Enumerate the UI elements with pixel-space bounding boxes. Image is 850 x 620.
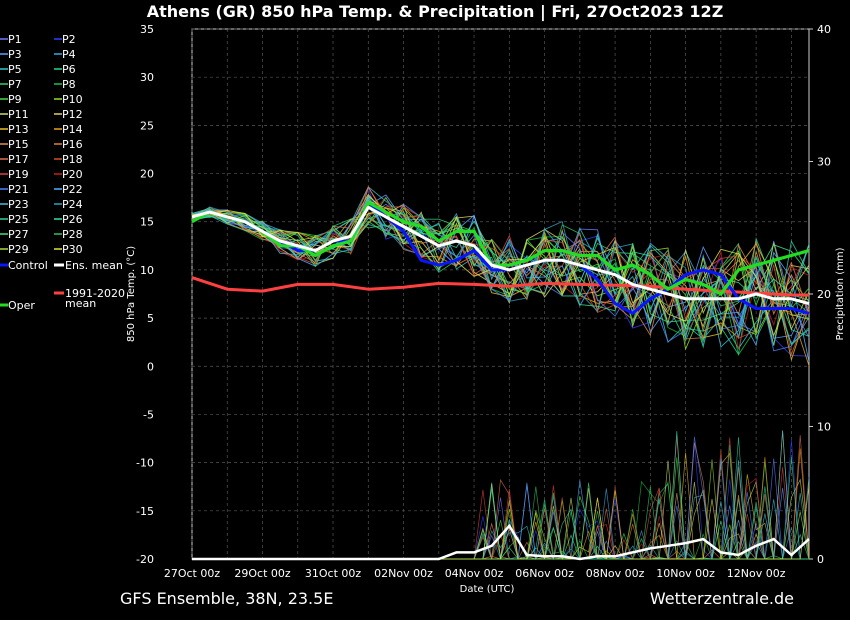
y-tick-label: -20 [136, 553, 154, 566]
member-line-p25 [191, 204, 810, 346]
member-line-p11 [191, 195, 810, 331]
climate-mean-line [191, 276, 809, 297]
y-tick-label: 10 [140, 264, 154, 277]
legend-label-p20: P20 [62, 168, 83, 181]
legend-label-p6: P6 [62, 63, 76, 76]
legend-label-p1: P1 [8, 33, 22, 46]
y2-axis-label: Precipitation (mm) [835, 247, 846, 340]
legend-label-p3: P3 [8, 48, 22, 61]
x-tick-label: 06Nov 00z [515, 567, 574, 580]
legend-label-control: Control [8, 259, 48, 272]
y2-tick-label: 30 [817, 156, 831, 169]
x-tick-label: 08Nov 00z [586, 567, 645, 580]
legend-label-p24: P24 [62, 198, 83, 211]
y-tick-label: 30 [140, 71, 154, 84]
legend-label-p16: P16 [62, 138, 83, 151]
x-tick-label: 04Nov 00z [445, 567, 504, 580]
y-tick-label: 0 [147, 360, 154, 373]
legend-label-p30: P30 [62, 243, 83, 256]
main-series [191, 200, 810, 315]
legend-label-p8: P8 [62, 78, 76, 91]
y2-tick-label: 10 [817, 421, 831, 434]
legend-label-p19: P19 [8, 168, 29, 181]
y-axis-label: 850 hPa Temp. (°C) [126, 246, 137, 342]
precip-ens-mean-line [192, 523, 810, 561]
legend-label-p18: P18 [62, 153, 83, 166]
legend-label-climate-1: 1991-2020 [65, 287, 125, 300]
x-tick-label: 29Oct 00z [234, 567, 291, 580]
x-tick-label: 31Oct 00z [305, 567, 362, 580]
legend-label-climate-2: mean [65, 297, 96, 310]
ens-mean-line [191, 205, 810, 306]
legend-label-p9: P9 [8, 93, 22, 106]
legend-label-p17: P17 [8, 153, 29, 166]
y-axis-ticks: 35 30 25 20 15 10 5 0 -5 -10 -15 -20 [136, 23, 154, 566]
member-line-p19 [191, 211, 810, 321]
legend-label-p12: P12 [62, 108, 83, 121]
y-tick-label: 25 [140, 119, 154, 132]
legend-label-p15: P15 [8, 138, 29, 151]
legend-label-p7: P7 [8, 78, 22, 91]
legend-label-p14: P14 [62, 123, 83, 136]
legend-label-p22: P22 [62, 183, 83, 196]
x-tick-label: 27Oct 00z [164, 567, 221, 580]
y-tick-label: -10 [136, 457, 154, 470]
legend-label-p29: P29 [8, 243, 29, 256]
y2-tick-label: 0 [817, 553, 824, 566]
x-axis-ticks: 27Oct 00z 29Oct 00z 31Oct 00z 02Nov 00z 04No… [164, 567, 786, 580]
legend: P1 P2 P3 P4 P5 P6 P7 P8 P9 P10 P11 P12 P13 P14 P15 P16 P… [0, 33, 125, 312]
y2-tick-label: 20 [817, 288, 831, 301]
legend-label-p28: P28 [62, 228, 83, 241]
y-tick-label: -5 [143, 408, 154, 421]
precipitation-lines [192, 430, 810, 561]
legend-label-p26: P26 [62, 213, 83, 226]
member-line-p28 [191, 211, 810, 336]
footer-model-info: GFS Ensemble, 38N, 23.5E [120, 589, 333, 608]
y2-axis-ticks: 40 30 20 10 0 [809, 23, 831, 566]
y2-tick-label: 40 [817, 23, 831, 36]
y-tick-label: 5 [147, 312, 154, 325]
y-tick-label: -15 [136, 505, 154, 518]
y-tick-label: 35 [140, 23, 154, 36]
control-line [191, 201, 810, 315]
footer-source: Wetterzentrale.de [650, 589, 794, 608]
y-tick-label: 15 [140, 216, 154, 229]
x-tick-label: 02Nov 00z [374, 567, 433, 580]
y-tick-label: 20 [140, 168, 154, 181]
legend-label-p4: P4 [62, 48, 76, 61]
x-tick-label: 10Nov 00z [656, 567, 715, 580]
legend-label-p11: P11 [8, 108, 29, 121]
legend-label-p25: P25 [8, 213, 29, 226]
member-line-p6 [191, 212, 810, 356]
x-tick-label: 12Nov 00z [727, 567, 786, 580]
legend-label-p21: P21 [8, 183, 29, 196]
legend-label-oper: Oper [8, 299, 35, 312]
legend-label-p23: P23 [8, 198, 29, 211]
legend-label-p5: P5 [8, 63, 22, 76]
legend-label-p27: P27 [8, 228, 29, 241]
legend-label-p2: P2 [62, 33, 76, 46]
legend-label-p13: P13 [8, 123, 29, 136]
chart-title: Athens (GR) 850 hPa Temp. & Precipitatio… [147, 2, 724, 22]
member-line-p20 [191, 196, 810, 350]
x-axis-label: Date (UTC) [460, 584, 515, 595]
legend-label-ens-mean: Ens. mean [65, 259, 123, 272]
legend-label-p10: P10 [62, 93, 83, 106]
